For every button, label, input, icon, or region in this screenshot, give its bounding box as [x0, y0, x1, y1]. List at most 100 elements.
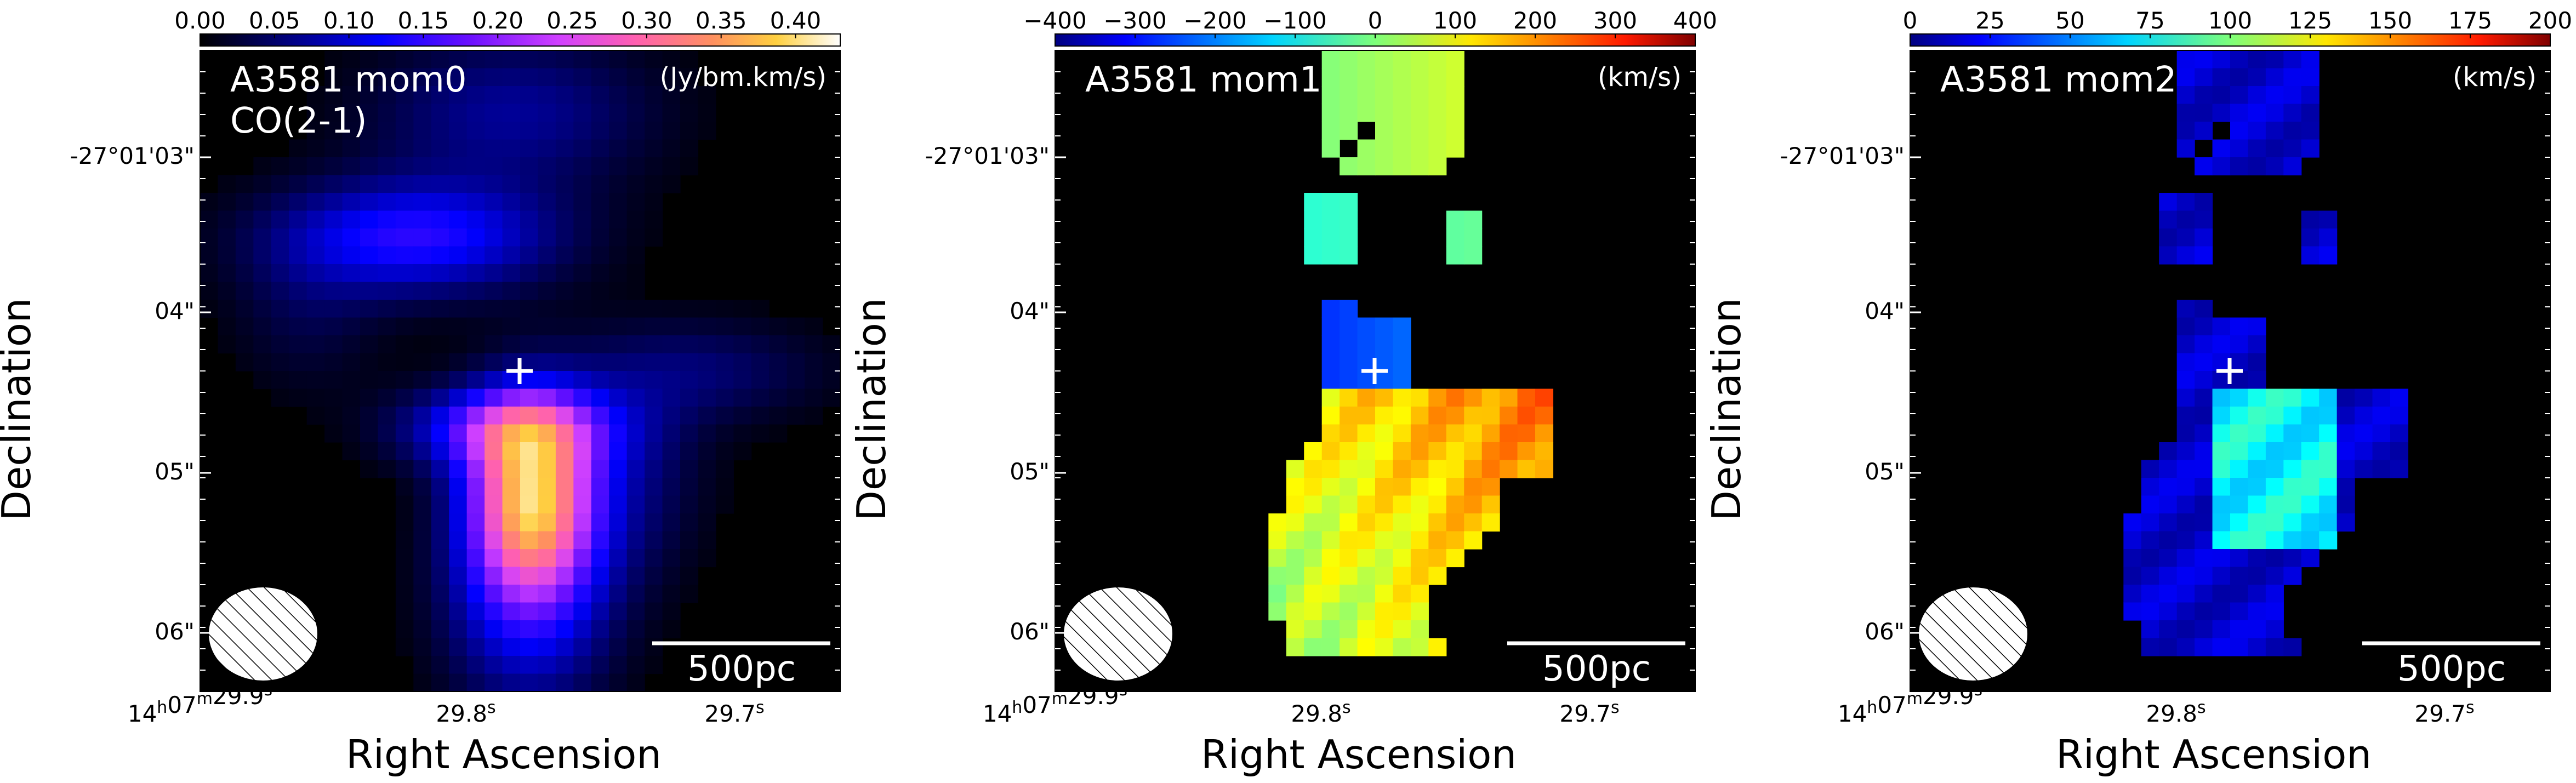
- map-pixel: [271, 157, 289, 176]
- map-pixel: [2212, 495, 2231, 514]
- map-pixel: [431, 157, 449, 176]
- map-pixel: [555, 68, 574, 87]
- map-pixel: [502, 246, 521, 265]
- map-pixel: [2319, 442, 2338, 461]
- map-pixel: [1321, 638, 1340, 656]
- map-pixel: [253, 264, 272, 283]
- map-pixel: [591, 371, 609, 390]
- map-pixel: [1375, 620, 1394, 639]
- map-pixel: [485, 478, 503, 496]
- map-pixel: [1481, 407, 1500, 425]
- map-pixel: [1446, 228, 1464, 247]
- map-pixel: [395, 620, 414, 639]
- map-pixel: [520, 460, 539, 478]
- map-pixel: [1304, 193, 1323, 212]
- map-pixel: [555, 353, 574, 372]
- map-pixel: [466, 246, 485, 265]
- map-pixel: [218, 300, 236, 318]
- map-pixel: [342, 50, 361, 69]
- map-pixel: [413, 353, 432, 372]
- map-pixel: [573, 104, 592, 122]
- map-pixel: [342, 317, 361, 336]
- map-pixel: [2319, 246, 2338, 265]
- map-pixel: [2372, 388, 2391, 407]
- map-pixel: [1340, 300, 1358, 318]
- map-pixel: [395, 585, 414, 603]
- map-pixel: [2301, 50, 2319, 69]
- map-pixel: [2176, 620, 2195, 639]
- map-pixel: [1268, 549, 1287, 568]
- map-pixel: [645, 460, 663, 478]
- map-pixel: [2176, 104, 2195, 122]
- colorbar-tick-label: −100: [1263, 7, 1326, 34]
- map-pixel: [360, 50, 379, 69]
- map-pixel: [2176, 193, 2195, 212]
- map-pixel: [2159, 246, 2178, 265]
- map-pixel: [2248, 68, 2266, 87]
- map-pixel: [1357, 157, 1376, 176]
- map-pixel: [2230, 549, 2249, 568]
- map-pixel: [680, 442, 699, 461]
- map-pixel: [466, 50, 485, 69]
- map-pixel: [271, 228, 289, 247]
- map-pixel: [1517, 460, 1536, 478]
- map-pixel: [1357, 353, 1376, 372]
- map-pixel: [2230, 68, 2249, 87]
- map-pixel: [289, 264, 307, 283]
- map-pixel: [573, 407, 592, 425]
- map-pixel: [1304, 602, 1323, 621]
- map-pixel: [218, 175, 236, 193]
- map-pixel: [1481, 442, 1500, 461]
- map-pixel: [2230, 460, 2249, 478]
- map-pixel: [2301, 139, 2319, 158]
- map-pixel: [1464, 531, 1483, 550]
- map-pixel: [431, 264, 449, 283]
- map-pixel: [289, 246, 307, 265]
- map-pixel: [573, 68, 592, 87]
- map-title: A3581 mom1: [1085, 60, 1322, 100]
- map-pixel: [2212, 104, 2231, 122]
- map-pixel: [538, 585, 556, 603]
- map-pixel: [431, 478, 449, 496]
- map-pixel: [485, 388, 503, 407]
- map-pixel: [306, 353, 325, 372]
- map-pixel: [1340, 495, 1358, 514]
- map-pixel: [324, 122, 343, 140]
- map-pixel: [1286, 567, 1304, 585]
- map-pixel: [591, 656, 609, 675]
- map-pixel: [2248, 442, 2266, 461]
- map-pixel: [2159, 549, 2178, 568]
- map-pixel: [431, 371, 449, 390]
- map-pixel: [485, 210, 503, 229]
- map-pixel: [662, 335, 681, 354]
- map-pixel: [413, 602, 432, 621]
- map-pixel: [680, 157, 699, 176]
- map-pixel: [645, 478, 663, 496]
- map-pixel: [413, 139, 432, 158]
- map-pixel: [431, 513, 449, 532]
- map-pixel: [1286, 602, 1304, 621]
- map-pixel: [626, 68, 645, 87]
- map-pixel: [1357, 104, 1376, 122]
- map-pixel: [715, 478, 734, 496]
- map-pixel: [2176, 388, 2195, 407]
- map-pixel: [306, 175, 325, 193]
- map-pixel: [324, 86, 343, 105]
- map-pixel: [1340, 104, 1358, 122]
- map-pixel: [2195, 478, 2213, 496]
- map-pixel: [2336, 495, 2355, 514]
- map-pixel: [538, 673, 556, 692]
- map-pixel: [413, 460, 432, 478]
- map-pixel: [449, 549, 468, 568]
- map-pixel: [360, 282, 379, 300]
- map-pixel: [2283, 442, 2302, 461]
- map-pixel: [626, 228, 645, 247]
- map-pixel: [485, 353, 503, 372]
- map-pixel: [289, 353, 307, 372]
- map-pixel: [822, 388, 841, 407]
- map-pixel: [449, 86, 468, 105]
- map-pixel: [662, 407, 681, 425]
- map-pixel: [1304, 549, 1323, 568]
- map-pixel: [591, 407, 609, 425]
- map-pixel: [485, 139, 503, 158]
